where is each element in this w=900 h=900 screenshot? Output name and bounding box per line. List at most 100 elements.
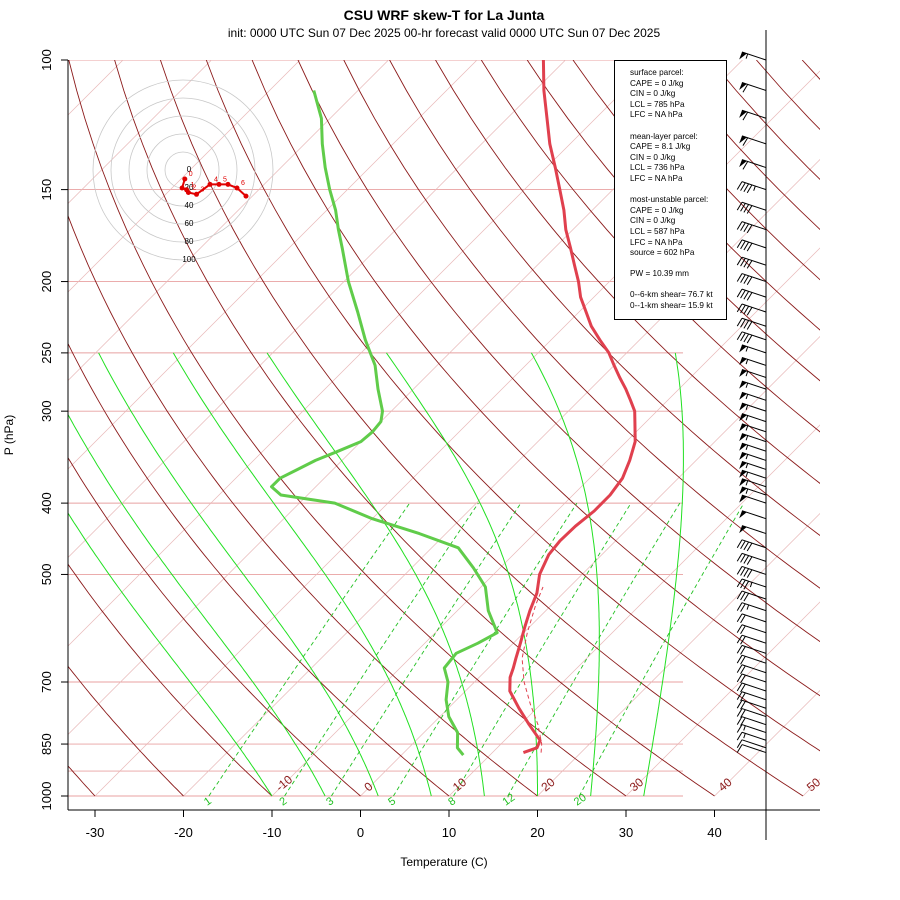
wind-barb-shaft [741,578,767,588]
isotherm-line [183,159,820,797]
wind-barb-full [743,592,750,602]
hodograph-point [225,181,231,187]
wind-barb-shaft [741,664,767,674]
wind-barb-full [736,700,743,709]
info-line: CIN = 0 J/kg [630,152,676,162]
wind-barb-full [743,580,750,590]
wind-barb-full [740,674,746,684]
isotherm-line [802,778,820,797]
wind-barb-shaft [741,624,767,634]
info-line: LFC = NA hPa [630,237,683,247]
wind-barb-half [746,604,750,610]
wind-barb-shaft [741,552,767,562]
x-tick-label: 30 [619,825,633,840]
mixing-ratio-line [284,502,479,797]
moist-adiabat-line [643,352,684,797]
temperature-line [508,60,637,755]
chart-title: CSU WRF skew-T for La Junta [344,7,545,23]
mixing-ratio-line [331,502,522,797]
wind-barb-flag [739,82,747,91]
info-line: CAPE = 0 J/kg [630,205,684,215]
isotherm-line [625,601,820,797]
wind-barb-shaft [741,273,767,283]
wind-barb-full [742,84,749,93]
wind-barb-full [736,539,743,548]
wind-barb-full [740,701,746,710]
wind-barb-shaft [741,303,767,313]
wind-barb-shaft [741,644,767,654]
hodograph-point [179,185,185,191]
wind-barb-flag [739,110,747,118]
wind-barb-full [743,259,750,268]
dry-adiabat-line [756,60,820,131]
wind-barb-half [753,185,756,191]
isotherm-label: 20 [538,775,557,795]
wind-barb-full [740,540,746,550]
wind-barb-half [745,425,749,431]
wind-barb-full [740,656,746,665]
mixing-ratio-label: 2 [277,795,289,808]
wind-barb-flag [739,470,747,478]
wind-barb-half [745,471,749,477]
hodograph-ring-label: 100 [182,255,196,264]
isotherm-line [448,424,820,797]
mixing-ratio-label: 5 [386,795,398,808]
wind-barb-full [746,556,753,565]
wind-barb-full [740,591,746,601]
isotherm-line [68,60,212,204]
info-line: CAPE = 8.1 J/kg [630,142,691,152]
isotherm-label: 50 [804,775,823,795]
wind-barb-full [746,542,753,552]
wind-barb-full [736,673,743,683]
wind-barb-full [740,290,746,299]
wind-barb-shaft [741,613,767,623]
wind-barb-full [740,319,746,328]
dry-adiabat-line [526,60,820,382]
wind-barb-half [743,733,746,739]
mixing-ratio-line [208,502,411,797]
wind-barb-full [736,744,743,753]
hodograph-height-label: 4 [214,176,218,183]
wind-barb-half [745,371,749,377]
moist-adiabat-line [68,413,326,797]
y-tick-label: 200 [39,271,54,293]
wind-barb-full [746,205,753,214]
wind-barb-flag [739,433,747,442]
wind-barb-full [736,724,743,733]
chart-subtitle: init: 0000 UTC Sun 07 Dec 2025 00-hr for… [228,26,661,40]
info-line: surface parcel: [630,68,684,77]
wind-barb-flag [739,495,747,503]
hodograph-height-label: 2 [192,185,196,192]
wind-barb-flag [739,381,747,389]
y-tick-label: 1000 [39,782,54,811]
hodograph-ring [92,79,274,261]
hodograph-ring-label: 0 [187,165,192,174]
wind-barb-full [743,275,750,284]
wind-barb-full [736,553,743,562]
moist-adiabat-line [385,352,538,796]
y-tick-label: 500 [39,564,54,586]
wind-barb-full [746,224,753,234]
wind-barb-shaft [741,682,767,692]
wind-barb-flag [739,403,747,411]
info-line: 0--6-km shear= 76.7 kt [630,290,713,300]
wind-barb-shaft [741,201,767,211]
dry-adiabat-line [480,60,820,433]
dry-adiabat-line [68,342,450,797]
wind-barb-flag [739,423,747,432]
isotherm-line [68,60,301,293]
y-tick-label: 700 [39,671,54,693]
wind-barb-full [743,241,750,251]
info-line: LCL = 587 hPa [630,226,685,236]
wind-barb-shaft [741,331,767,341]
wind-barb-full [736,654,743,664]
wind-barb-full [740,683,746,693]
hodograph-height-label: 5 [223,176,227,183]
y-tick-label: 400 [39,492,54,514]
wind-barb-shaft [741,51,767,61]
profile-lines [270,60,637,757]
wind-barb-full [736,682,743,692]
x-axis-label: Temperature (C) [400,855,487,869]
dry-adiabat-line [297,60,820,643]
hodograph-height-label: 6 [241,180,245,187]
